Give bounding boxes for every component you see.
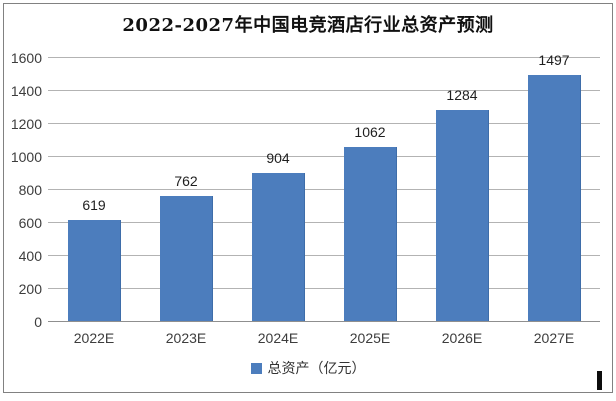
y-tick-label: 800: [18, 182, 42, 198]
bar-slot-2023E: 762: [140, 58, 232, 322]
bar-slot-2026E: 1284: [416, 58, 508, 322]
x-tick-label-2023E: 2023E: [165, 330, 207, 346]
bar-slot-2024E: 904: [232, 58, 324, 322]
gridline: [48, 255, 600, 256]
bar-2026E: [436, 110, 489, 322]
bar-2025E: [344, 147, 397, 322]
legend-series-label: 总资产（亿元）: [267, 360, 366, 376]
chart-title: 2022-2027年中国电竞酒店行业总资产预测: [122, 15, 494, 36]
bar-value-label-2023E: 762: [174, 173, 198, 189]
y-tick-label: 1400: [10, 83, 42, 99]
bar-value-label-2024E: 904: [266, 150, 290, 166]
bar-value-label-2027E: 1497: [538, 52, 570, 68]
legend-swatch-icon: [250, 362, 262, 374]
y-tick-label: 1200: [10, 116, 42, 132]
y-tick-label: 600: [18, 215, 42, 231]
bar-2027E: [528, 75, 581, 322]
x-tick-label-2027E: 2027E: [533, 330, 575, 346]
legend: 总资产（亿元）: [0, 358, 616, 378]
y-axis: 0 200 400 600 800 1000 1200 1400 1600: [0, 50, 42, 330]
bar-2022E: [68, 220, 121, 322]
bar-value-label-2022E: 619: [82, 197, 106, 213]
bar-slot-2025E: 1062: [324, 58, 416, 322]
y-tick-label: 1000: [10, 149, 42, 165]
gridline: [48, 57, 600, 58]
bar-slot-2027E: 1497: [508, 52, 600, 322]
gridline: [48, 90, 600, 91]
x-axis: 2022E 2023E 2024E 2025E 2026E 2027E: [48, 330, 600, 346]
gridline: [48, 189, 600, 190]
gridline: [48, 156, 600, 157]
bars-row: 619 762 904 1062 1284 1497: [48, 52, 600, 322]
bar-slot-2022E: 619: [48, 58, 140, 322]
plot-area: 619 762 904 1062 1284 1497: [48, 52, 600, 322]
bar-value-label-2025E: 1062: [354, 124, 386, 140]
y-tick-label: 0: [34, 314, 42, 330]
gridline: [48, 288, 600, 289]
bar-value-label-2026E: 1284: [446, 87, 478, 103]
x-tick-label-2022E: 2022E: [73, 330, 115, 346]
x-axis-line: [48, 321, 600, 322]
gridline: [48, 222, 600, 223]
bar-2024E: [252, 173, 305, 322]
bar-2023E: [160, 196, 213, 322]
y-tick-label: 1600: [10, 50, 42, 66]
artifact-mark: [597, 371, 602, 390]
x-tick-label-2024E: 2024E: [257, 330, 299, 346]
y-tick-label: 400: [18, 248, 42, 264]
y-tick-label: 200: [18, 281, 42, 297]
gridline: [48, 123, 600, 124]
x-tick-label-2026E: 2026E: [441, 330, 483, 346]
chart-border-frame: [3, 3, 613, 393]
x-tick-label-2025E: 2025E: [349, 330, 391, 346]
